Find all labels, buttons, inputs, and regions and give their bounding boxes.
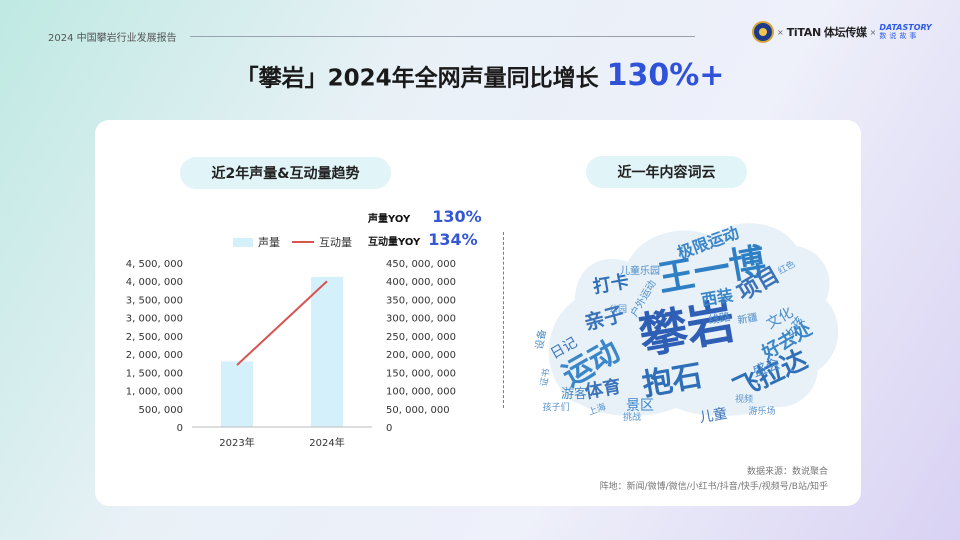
yoy-volume: 声量YOY 130%	[368, 207, 482, 226]
x-tick-label: 2024年	[309, 436, 344, 449]
y-left-tick-label: 2, 500, 000	[126, 332, 183, 343]
logo-separator: ×	[869, 27, 877, 37]
report-title: 2024 中国攀岩行业发展报告	[48, 33, 177, 44]
y-left-tick-label: 3, 500, 000	[126, 295, 183, 306]
header-divider	[190, 36, 695, 37]
y-left-tick-label: 2, 000, 000	[126, 350, 183, 361]
x-tick-label: 2023年	[219, 436, 254, 449]
y-right-tick-label: 50, 000, 000	[386, 405, 450, 416]
y-left-tick-label: 0	[177, 423, 183, 434]
y-right-tick-label: 200, 000, 000	[386, 350, 456, 361]
wordcloud-panel-title: 近一年内容词云	[586, 156, 747, 188]
y-right-tick-label: 300, 000, 000	[386, 314, 456, 325]
yoy-interaction-value: 134%	[428, 230, 478, 249]
association-seal-logo	[752, 21, 774, 43]
interaction-line	[236, 280, 328, 366]
yoy-volume-label: 声量YOY	[368, 214, 411, 225]
y-right-tick-label: 250, 000, 000	[386, 332, 456, 343]
wordcloud-word: 孩子们	[542, 401, 569, 413]
wordcloud-word: 挑战	[623, 411, 641, 423]
source-note: 数据来源：数说聚合	[746, 467, 828, 477]
volume-bar	[311, 276, 343, 427]
wordcloud-word: 设备	[532, 328, 548, 350]
y-right-tick-label: 0	[386, 423, 392, 434]
wordcloud-word: 线路	[707, 309, 731, 327]
yoy-interaction-label: 互动量YOY	[368, 237, 421, 248]
logo-separator: ×	[777, 27, 784, 37]
yoy-interaction: 互动量YOY 134%	[368, 230, 478, 249]
y-left-tick-label: 4, 500, 000	[126, 259, 183, 270]
chart-legend: 声量 互动量	[233, 234, 352, 250]
y-left-tick-label: 3, 000, 000	[126, 314, 183, 325]
volume-bar	[221, 361, 253, 427]
chart-panel-title: 近2年声量&互动量趋势	[180, 157, 391, 189]
legend-line-swatch	[292, 241, 314, 243]
y-left-tick-label: 4, 000, 000	[126, 277, 183, 288]
wordcloud-word: 游客	[561, 386, 587, 402]
wordcloud-word: 景区	[626, 398, 654, 414]
headline-highlight: 130%+	[606, 58, 725, 93]
wordcloud-word: 新疆	[736, 310, 758, 326]
wordcloud-word: 视频	[735, 393, 753, 405]
partner-logos: × TiTAN 体坛传媒 × DATASTORY 数说故事	[752, 20, 932, 44]
y-left-tick-label: 1, 500, 000	[126, 368, 183, 379]
headline-text: 「攀岩」2024年全网声量同比增长	[235, 65, 599, 92]
y-left-tick-label: 1, 000, 000	[126, 387, 183, 398]
wordcloud-word: 公园	[609, 304, 627, 315]
panel-divider	[503, 232, 504, 408]
legend-bar-swatch	[233, 237, 253, 247]
legend-line-label: 互动量	[319, 236, 352, 249]
titan-logo-cn: 体坛传媒	[823, 26, 867, 39]
source-channels: 阵地：新闻/微博/微信/小红书/抖音/快手/视频号/B站/知乎	[599, 482, 828, 492]
wordcloud-word: 游乐场	[748, 405, 775, 417]
legend-bar-label: 声量	[258, 236, 280, 249]
y-left-tick-label: 500, 000	[138, 405, 183, 416]
titan-logo: TiTAN	[786, 25, 821, 39]
wordcloud-word: 儿童	[698, 405, 729, 427]
y-right-tick-label: 400, 000, 000	[386, 277, 456, 288]
wordcloud-shape	[548, 223, 839, 416]
datastory-logo-cn: 数说故事	[879, 32, 920, 40]
headline: 「攀岩」2024年全网声量同比增长 130%+	[0, 58, 960, 93]
datastory-logo: DATASTORY 数说故事	[879, 23, 931, 41]
y-right-tick-label: 350, 000, 000	[386, 295, 456, 306]
y-right-tick-label: 450, 000, 000	[386, 259, 456, 270]
wordcloud-word: 证书	[539, 368, 553, 388]
y-right-tick-label: 150, 000, 000	[386, 368, 456, 379]
y-right-tick-label: 100, 000, 000	[386, 387, 456, 398]
yoy-volume-value: 130%	[432, 207, 482, 226]
datastory-logo-en: DATASTORY	[879, 23, 932, 32]
wordcloud-word: 儿童乐园	[620, 264, 660, 277]
